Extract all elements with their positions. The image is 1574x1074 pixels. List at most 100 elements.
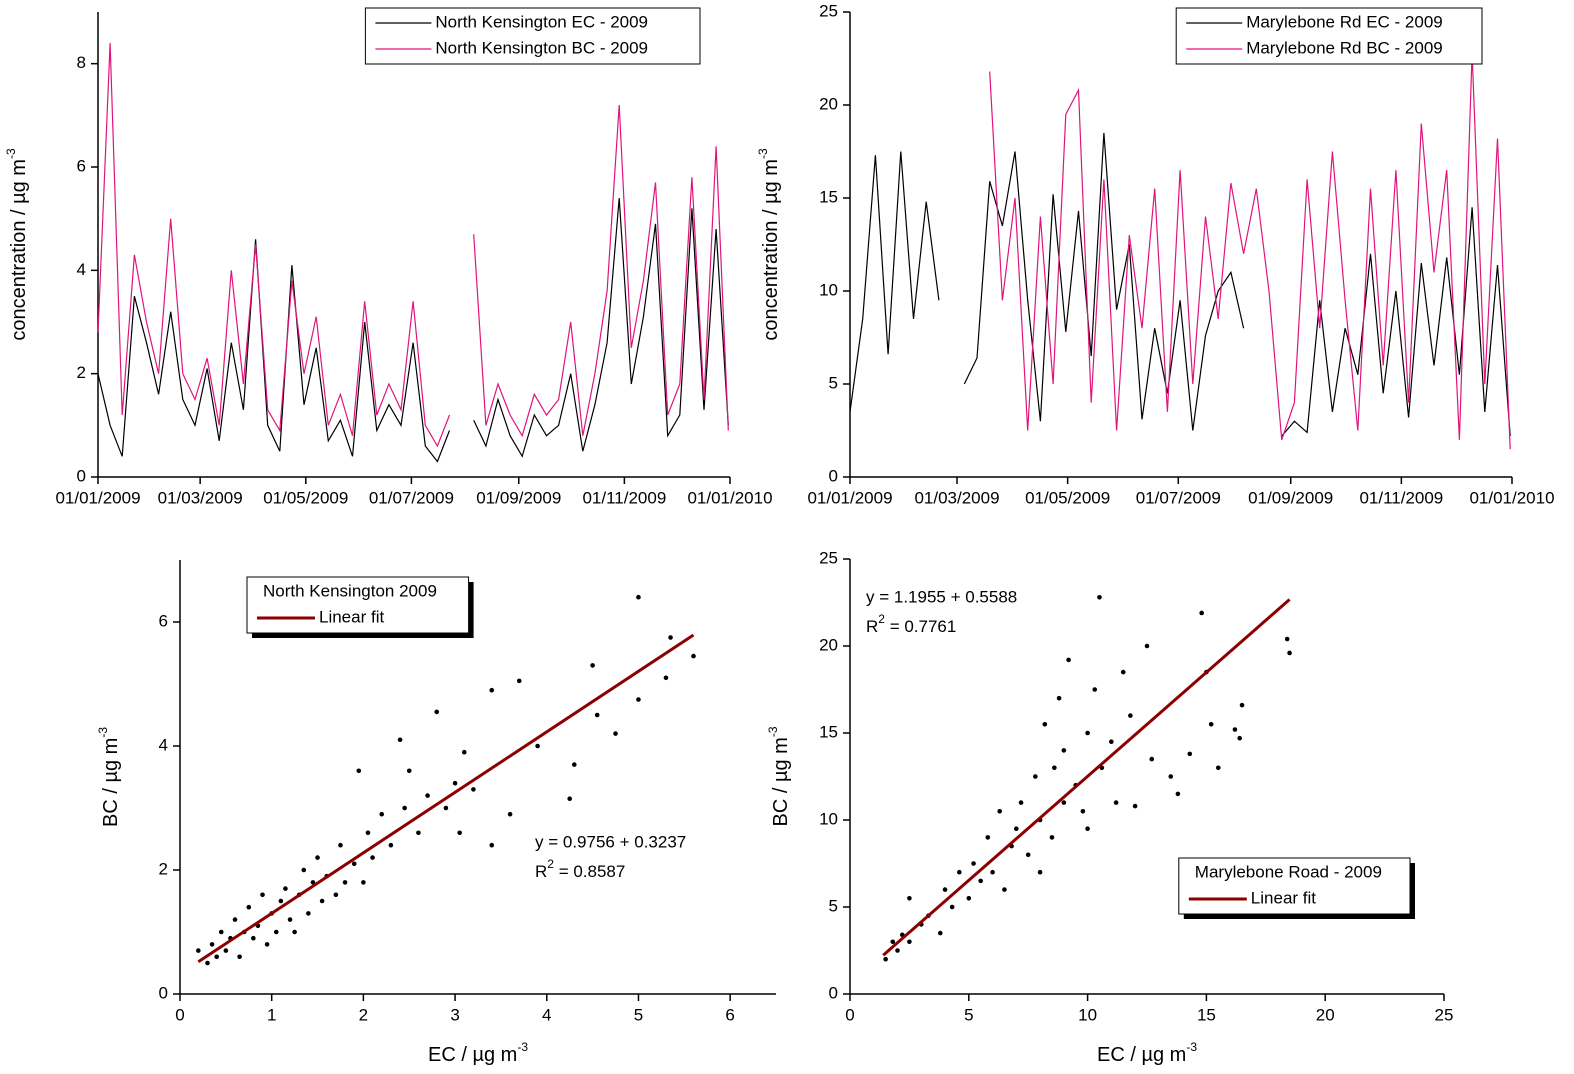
scatter-point bbox=[246, 904, 252, 910]
x-tick-label: 4 bbox=[542, 1005, 551, 1024]
x-tick-label: 20 bbox=[1316, 1005, 1335, 1024]
scatter-point bbox=[1128, 713, 1133, 718]
scatter-point bbox=[319, 898, 325, 904]
scatter-point bbox=[613, 731, 618, 736]
scatter-point bbox=[895, 948, 900, 953]
scatter-point bbox=[567, 796, 572, 801]
chart: 0 5 10 15 20 25 01/01/2009 01/03/2009 01/05/2009… bbox=[807, 1, 1554, 507]
y-axis-label-sup: -3 bbox=[756, 148, 770, 159]
scatter-point bbox=[1149, 756, 1155, 762]
scatter-point bbox=[985, 835, 991, 840]
scatter-point bbox=[461, 749, 467, 755]
legend-title: North Kensington 2009 bbox=[263, 581, 437, 600]
y-tick-label: 15 bbox=[819, 187, 838, 206]
scatter-point bbox=[452, 780, 458, 786]
scatter-point bbox=[283, 886, 288, 891]
scatter-point bbox=[1168, 774, 1174, 779]
scatter-point bbox=[365, 830, 371, 836]
scatter-point bbox=[232, 917, 238, 922]
scatter-point bbox=[1109, 739, 1114, 744]
x-axis-label-sup: -3 bbox=[517, 1040, 528, 1054]
scatter-point bbox=[1199, 610, 1204, 616]
scatter-point bbox=[1215, 765, 1221, 771]
scatter-point bbox=[434, 709, 440, 715]
fit-line bbox=[882, 598, 1291, 957]
x-tick-label: 01/05/2009 bbox=[263, 488, 348, 507]
scatter-point bbox=[342, 880, 348, 885]
scatter-point bbox=[937, 930, 943, 936]
scatter-point bbox=[425, 793, 430, 798]
y-tick-label: 0 bbox=[159, 983, 168, 1002]
x-tick-label: 1 bbox=[267, 1005, 276, 1024]
x-tick-label: 01/11/2009 bbox=[582, 488, 666, 507]
r-squared-rest: = 0.8587 bbox=[554, 862, 625, 881]
scatter-point bbox=[1237, 735, 1242, 741]
y-tick-label: 25 bbox=[819, 548, 838, 567]
scatter-point bbox=[1025, 852, 1031, 858]
scatter-point bbox=[966, 896, 972, 901]
r-squared-r: R bbox=[866, 617, 878, 636]
scatter-point bbox=[251, 935, 256, 941]
chart: 0 5 10 15 20 25 0 5 10 15 20 25 y = 1.1955 + 0.5588 R… bbox=[819, 548, 1453, 1024]
legend-box bbox=[1178, 857, 1411, 915]
scatter-point bbox=[1085, 730, 1090, 736]
scatter-point bbox=[306, 911, 311, 916]
x-tick-label: 01/03/2009 bbox=[914, 488, 999, 507]
scatter-point bbox=[214, 954, 219, 960]
x-tick-label: 2 bbox=[359, 1005, 368, 1024]
scatter-point bbox=[1284, 636, 1290, 642]
x-axis-label-text: EC / µg m bbox=[1097, 1044, 1186, 1066]
y-axis-label: concentration / µg m-3 bbox=[4, 148, 30, 341]
data-line bbox=[849, 132, 1511, 437]
scatter-point bbox=[402, 805, 407, 811]
scatter-point bbox=[416, 830, 421, 836]
legend-label: Linear fit bbox=[319, 607, 384, 626]
x-tick-label: 01/09/2009 bbox=[476, 488, 561, 507]
data-line bbox=[989, 52, 1511, 450]
fit-line bbox=[197, 633, 695, 964]
y-axis-label-text: concentration / µg m bbox=[8, 159, 30, 341]
scatter-point bbox=[237, 954, 242, 960]
y-tick-label: 25 bbox=[819, 1, 838, 20]
scatter-point bbox=[516, 678, 522, 684]
scatter-point bbox=[1014, 826, 1019, 831]
y-axis-label-sup: -3 bbox=[96, 727, 110, 738]
x-tick-label: 01/01/2009 bbox=[807, 488, 892, 507]
scatter-point bbox=[264, 942, 270, 947]
scatter-point bbox=[1037, 869, 1043, 875]
x-tick-label: 3 bbox=[450, 1005, 459, 1024]
scatter-point bbox=[310, 880, 316, 885]
x-tick-label: 0 bbox=[845, 1005, 854, 1024]
x-tick-label: 01/07/2009 bbox=[1136, 488, 1221, 507]
scatter-point bbox=[489, 687, 495, 693]
scatter-point bbox=[1052, 765, 1057, 771]
scatter-point bbox=[1056, 695, 1062, 701]
scatter-point bbox=[1002, 887, 1007, 892]
y-axis-label: BC / µg m-3 bbox=[766, 726, 792, 826]
y-tick-label: 4 bbox=[77, 260, 86, 279]
scatter-point bbox=[1113, 800, 1119, 805]
scatter-point bbox=[1080, 809, 1086, 814]
y-tick-label: 2 bbox=[159, 859, 168, 878]
scatter-point bbox=[590, 663, 595, 668]
r-squared-rest: = 0.7761 bbox=[885, 617, 956, 636]
y-tick-label: 15 bbox=[819, 722, 838, 741]
scatter-point bbox=[663, 675, 669, 681]
x-tick-label: 01/03/2009 bbox=[158, 488, 243, 507]
y-axis-label: concentration / µg m-3 bbox=[756, 148, 782, 341]
legend-label: Marylebone Rd EC - 2009 bbox=[1246, 12, 1443, 31]
scatter-point bbox=[636, 594, 641, 600]
scatter-point bbox=[907, 939, 912, 945]
scatter-point bbox=[1092, 687, 1098, 692]
y-tick-label: 6 bbox=[159, 611, 168, 630]
scatter-point bbox=[1120, 669, 1126, 675]
scatter-point bbox=[196, 948, 201, 953]
scatter-point bbox=[406, 768, 412, 774]
y-tick-label: 5 bbox=[829, 896, 838, 915]
scatter-point bbox=[1085, 826, 1090, 831]
y-axis-label-text: concentration / µg m bbox=[760, 159, 782, 341]
scatter-point bbox=[1287, 650, 1292, 656]
scatter-point bbox=[260, 892, 265, 898]
x-axis-label: EC / µg m-3 bbox=[1097, 1040, 1197, 1066]
